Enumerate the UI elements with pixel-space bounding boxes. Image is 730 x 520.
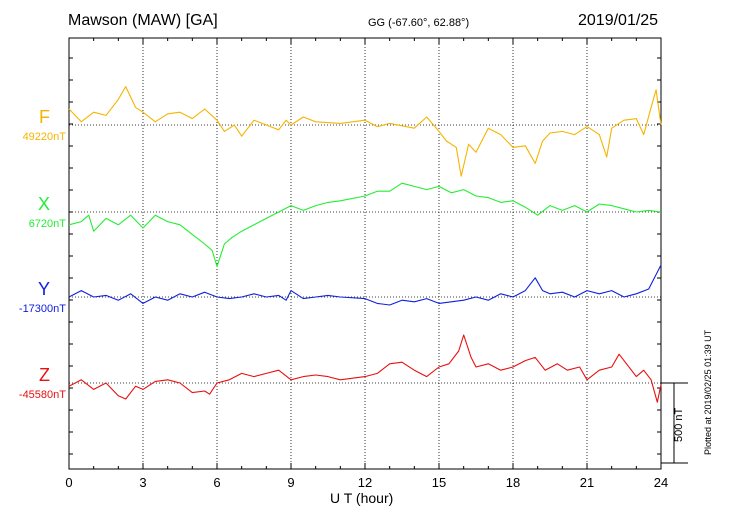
x-tick-label: 9 xyxy=(287,475,294,490)
series-x-line xyxy=(68,182,662,267)
scale-bar-label: 500 nT xyxy=(673,407,685,442)
channel-x-label: X xyxy=(37,194,50,214)
station-coordinates: GG (-67.60°, 62.88°) xyxy=(368,17,470,29)
x-tick-label: 15 xyxy=(432,475,446,490)
channel-f-label: F xyxy=(39,107,50,127)
x-tick-label: 21 xyxy=(580,475,594,490)
x-tick-label: 24 xyxy=(654,475,668,490)
x-tick-label: 18 xyxy=(506,475,520,490)
series-y-line xyxy=(68,264,662,306)
channel-f-baseline-value: 49220nT xyxy=(22,131,66,143)
channel-y-baseline-value: -17300nT xyxy=(18,303,66,315)
x-tick-label: 12 xyxy=(358,475,372,490)
station-title: Mawson (MAW) [GA] xyxy=(68,12,218,29)
series-z-line xyxy=(68,334,662,403)
plotted-timestamp: Plotted at 2019/02/25 01:39 UT xyxy=(703,329,713,455)
x-tick-label: 3 xyxy=(139,475,146,490)
channel-y-label: Y xyxy=(37,279,50,299)
x-tick-label: 6 xyxy=(213,475,220,490)
series-f-line xyxy=(68,86,662,177)
date-label: 2019/01/25 xyxy=(578,12,659,29)
channel-z-label: Z xyxy=(39,365,50,385)
channel-x-baseline-value: 6720nT xyxy=(28,218,66,230)
x-tick-label: 0 xyxy=(65,475,72,490)
channel-z-baseline-value: -45580nT xyxy=(18,389,66,401)
x-axis-label: U T (hour) xyxy=(330,490,394,506)
